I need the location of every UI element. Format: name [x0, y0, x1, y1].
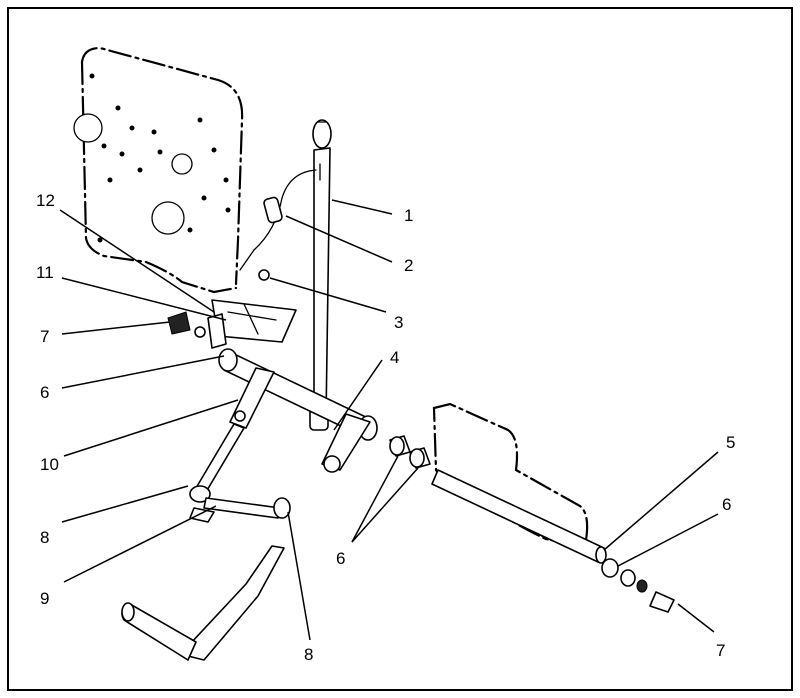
cable-clip	[239, 169, 317, 271]
callout-4: 4	[390, 348, 399, 367]
callout-3: 3	[394, 313, 403, 332]
bolt-7-left	[167, 311, 206, 338]
callout-10: 10	[40, 455, 59, 474]
callout-8-left: 8	[40, 528, 49, 547]
bolt-3	[258, 269, 270, 281]
callout-7-right: 7	[716, 641, 725, 660]
pivot-bracket	[207, 299, 297, 349]
callout-1: 1	[404, 206, 413, 225]
bushings-6	[389, 435, 431, 469]
callout-labels: 1 2 3 4 5 6 6 6 7 7 8 8 9 10 11 12	[36, 191, 735, 664]
rod-end-assembly	[189, 485, 291, 523]
shaft-arm-upper	[229, 367, 275, 429]
callout-5: 5	[726, 433, 735, 452]
right-fasteners	[601, 558, 675, 613]
link-rod	[195, 423, 245, 493]
pedal-lever	[121, 545, 285, 661]
diagram-border	[7, 7, 793, 691]
callout-9: 9	[40, 589, 49, 608]
callout-6-right: 6	[722, 495, 731, 514]
callout-11: 11	[36, 263, 54, 282]
callout-6-center: 6	[336, 549, 345, 568]
mounting-plate	[73, 46, 244, 294]
callout-12: 12	[36, 191, 55, 210]
callout-8-bottom: 8	[304, 645, 313, 664]
leader-lines	[59, 199, 719, 641]
control-rod	[309, 119, 332, 431]
callout-7-left: 7	[40, 327, 49, 346]
callout-6-left: 6	[40, 383, 49, 402]
right-shaft-5	[431, 469, 607, 564]
lever-arm-4	[321, 413, 371, 473]
callout-2: 2	[404, 256, 413, 275]
